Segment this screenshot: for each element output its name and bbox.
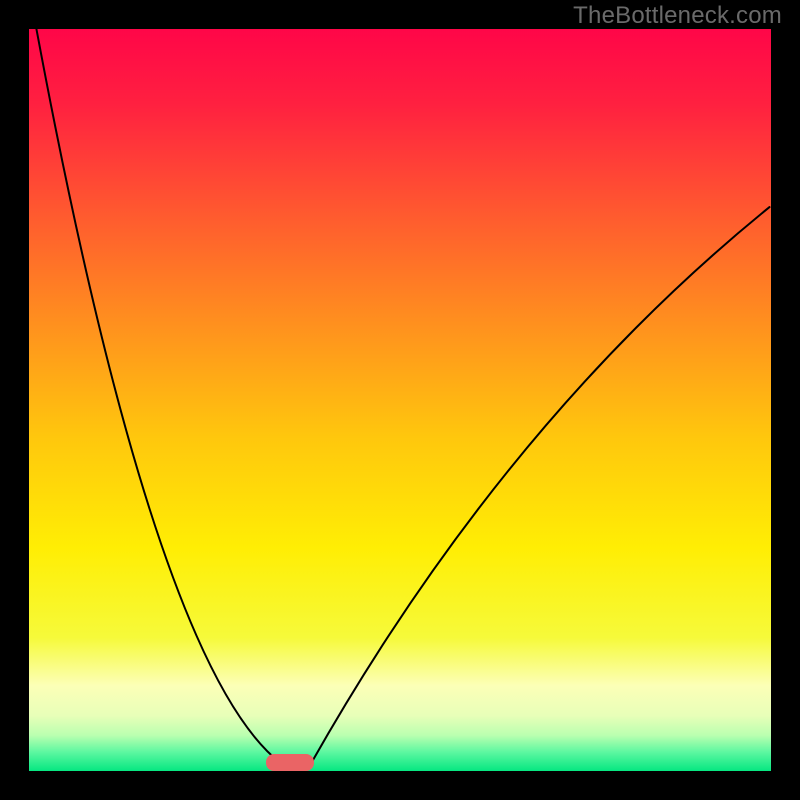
plot-area: [29, 29, 771, 771]
watermark-label: TheBottleneck.com: [573, 2, 782, 30]
bottleneck-curve: [29, 29, 771, 771]
chart-frame: TheBottleneck.com: [0, 0, 800, 800]
bottleneck-curve-path: [36, 29, 769, 764]
bottleneck-marker: [266, 754, 314, 771]
